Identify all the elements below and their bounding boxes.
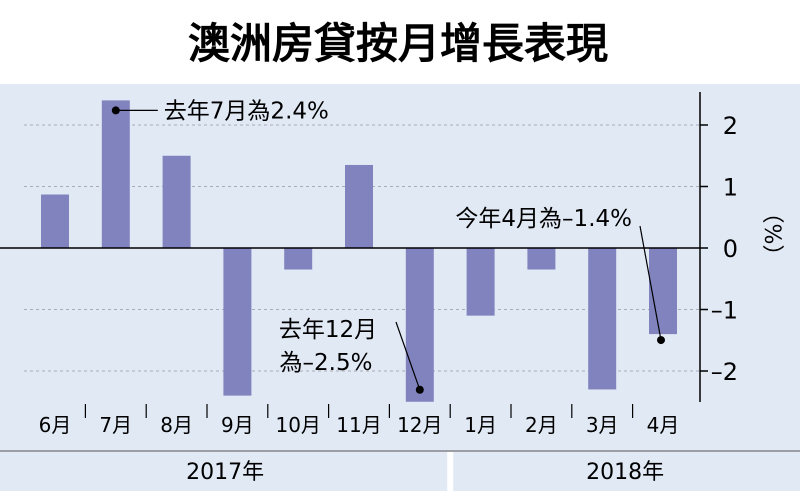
bar — [527, 248, 556, 270]
bar — [162, 155, 191, 248]
bar — [405, 248, 434, 402]
bar — [649, 248, 677, 335]
bar — [284, 248, 313, 270]
x-tick-label: 9月 — [221, 413, 254, 437]
bar — [345, 164, 373, 248]
year-label: 2017年 — [186, 460, 264, 485]
annotation-label: 為–2.5% — [280, 350, 373, 376]
y-tick-layer: 2 1 0 –1 –2 — [700, 112, 738, 386]
x-tick-label: 1月 — [464, 413, 497, 437]
y-tick-label: –2 — [711, 358, 738, 386]
year-layer: 2017年 2018年 — [0, 450, 800, 491]
y-axis-label: （%） — [759, 202, 784, 267]
year-label: 2018年 — [586, 460, 664, 485]
x-tick-label: 6月 — [39, 413, 72, 437]
x-tick-label: 10月 — [275, 413, 320, 437]
annotation-label: 今年4月為–1.4% — [455, 206, 632, 232]
bar — [101, 100, 130, 249]
y-tick-label: 2 — [723, 112, 738, 140]
bar — [41, 194, 69, 248]
x-tick-label: 4月 — [647, 413, 680, 437]
x-tick-label: 12月 — [397, 413, 442, 437]
y-tick-label: –1 — [711, 297, 738, 325]
bar-layer — [41, 100, 677, 402]
x-tick-label: 2月 — [525, 413, 558, 437]
annotation-label: 去年12月 — [279, 317, 377, 343]
bar — [223, 248, 252, 396]
x-label-layer: 6月 7月 8月 9月 10月 11月 12月 1月 2月 3月 4月 — [39, 404, 680, 437]
y-tick-label: 1 — [723, 174, 738, 202]
x-tick-label: 8月 — [160, 413, 193, 437]
year-band — [0, 452, 800, 491]
chart-title: 澳洲房貸按月增長表現 — [188, 19, 608, 68]
y-tick-label: 0 — [723, 235, 738, 263]
bar — [588, 248, 617, 390]
annotation-leader — [639, 225, 662, 341]
bar — [466, 248, 495, 316]
title-band — [0, 0, 800, 84]
annotation-leader — [395, 321, 421, 390]
annotation-label: 去年7月為2.4% — [164, 98, 329, 124]
x-tick-label: 7月 — [99, 413, 132, 437]
x-tick-label: 3月 — [586, 413, 619, 437]
x-tick-label: 11月 — [336, 413, 381, 437]
